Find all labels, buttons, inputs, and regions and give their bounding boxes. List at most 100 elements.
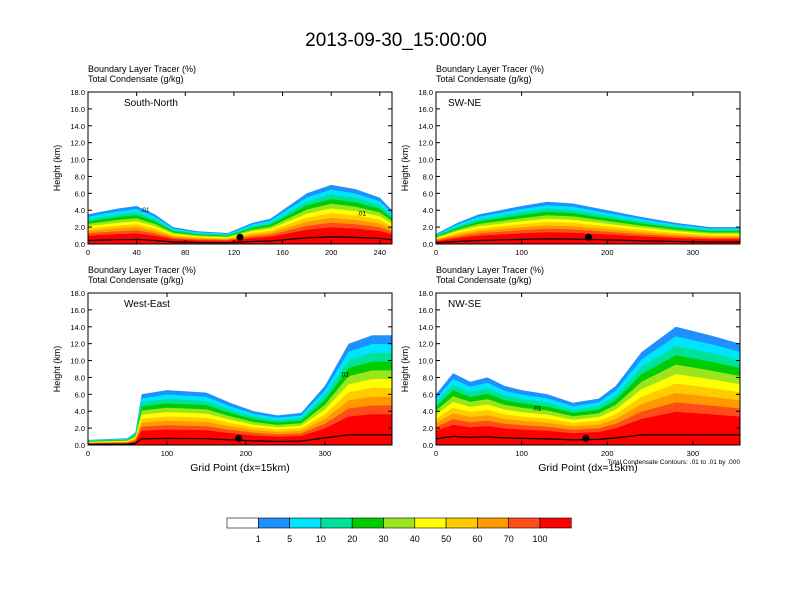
y-tick-label: 4.0 [75,407,85,416]
x-tick-label: 300 [687,449,700,458]
location-marker [235,434,243,442]
contour-label: .01 [141,207,150,214]
x-tick-label: 0 [86,248,90,257]
tracer-shading [88,184,392,244]
x-tick-label: 300 [687,248,700,257]
y-tick-label: 14.0 [418,122,433,131]
y-tick-label: 0.0 [75,441,85,450]
panel-subtitle: Total Condensate (g/kg) [88,275,184,285]
y-tick-label: 2.0 [423,424,433,433]
y-tick-label: 8.0 [423,172,433,181]
y-tick-label: 4.0 [423,407,433,416]
y-tick-label: 6.0 [75,189,85,198]
y-tick-label: 16.0 [418,105,433,114]
colorbar-swatch [320,517,353,529]
x-tick-label: 200 [601,449,614,458]
x-tick-label: 200 [601,248,614,257]
contour-label: .01 [340,372,349,379]
x-tick-label: 80 [181,248,189,257]
x-tick-label: 120 [228,248,241,257]
panel-subtitle: Total Condensate (g/kg) [88,74,184,84]
panel-label: West-East [124,299,170,310]
x-tick-label: 200 [325,248,338,257]
colorbar-swatch [414,517,447,529]
panel-label: South-North [124,98,178,109]
y-tick-label: 4.0 [75,206,85,215]
x-tick-label: 160 [276,248,289,257]
colorbar-label: 70 [504,534,514,544]
x-tick-label: 100 [161,449,174,458]
y-tick-label: 6.0 [75,390,85,399]
y-tick-label: 12.0 [70,139,85,148]
panel-south-north: 0.0 2.0 4.0 6.0 8.0 10.0 12.0 14.0 16.0 18.0 0 40 80… [52,64,393,257]
colorbar-label: 10 [316,534,326,544]
colorbar-label: 40 [410,534,420,544]
plot-frame [435,91,741,245]
panel-label: SW-NE [448,98,481,109]
y-tick-label: 14.0 [70,122,85,131]
plot-frame [87,292,393,446]
x-tick-label: 240 [374,248,387,257]
x-tick-label: 40 [132,248,140,257]
panel-subtitle: Total Condensate (g/kg) [436,275,532,285]
y-tick-label: 10.0 [70,357,85,366]
contour-label: .01 [533,405,542,412]
y-axis-label: Height (km) [52,145,62,192]
terrain-line [88,236,392,244]
y-axis-label: Height (km) [400,145,410,192]
y-tick-label: 2.0 [75,223,85,232]
tracer-shading [88,335,392,445]
y-tick-label: 18.0 [418,289,433,298]
terrain-line [88,434,392,445]
colorbar-label: 30 [378,534,388,544]
x-axis-label: Grid Point (dx=15km) [538,462,638,474]
x-axis-label: Grid Point (dx=15km) [190,462,290,474]
terrain-line [436,238,740,244]
y-tick-label: 8.0 [75,373,85,382]
contour-note: Total Condensate Contours: .01 to .01 by… [607,459,740,466]
colorbar-swatch [351,517,384,529]
tracer-level-10 [88,227,392,244]
terrain-line [436,434,740,441]
colorbar-swatch [226,517,259,529]
colorbar-label: 5 [287,534,292,544]
y-tick-label: 6.0 [423,390,433,399]
panel-label: NW-SE [448,299,481,310]
colorbar-label: 60 [472,534,482,544]
colorbar-label: 1 [256,534,261,544]
y-tick-label: 4.0 [423,206,433,215]
colorbar: 1 5 10 20 30 40 50 60 70 100 [226,517,572,544]
y-tick-label: 16.0 [418,306,433,315]
x-tick-label: 0 [434,248,438,257]
panel-subtitle: Boundary Layer Tracer (%) [88,64,196,74]
y-tick-label: 10.0 [418,357,433,366]
page-title: 2013-09-30_15:00:00 [305,30,487,51]
colorbar-swatch [477,517,509,529]
panel-sw-ne: 0.0 2.0 4.0 6.0 8.0 10.0 12.0 14.0 16.0 18.0 0 100 2… [400,64,741,257]
tracer-shading [436,326,740,445]
y-tick-label: 18.0 [70,88,85,97]
panel-subtitle: Boundary Layer Tracer (%) [88,265,196,275]
colorbar-label: 50 [441,534,451,544]
y-tick-label: 2.0 [75,424,85,433]
y-tick-label: 0.0 [423,240,433,249]
location-marker [582,434,590,442]
y-tick-label: 6.0 [423,189,433,198]
y-tick-label: 12.0 [418,139,433,148]
y-tick-label: 8.0 [75,172,85,181]
y-tick-label: 18.0 [70,289,85,298]
colorbar-label: 100 [532,534,547,544]
colorbar-label: 20 [347,534,357,544]
y-tick-label: 10.0 [70,156,85,165]
colorbar-swatch [289,517,322,529]
y-tick-label: 14.0 [70,323,85,332]
plot-frame [435,292,741,446]
colorbar-swatch [257,517,290,529]
location-marker [584,233,592,241]
y-tick-label: 16.0 [70,306,85,315]
panel-nw-se: 0.0 2.0 4.0 6.0 8.0 10.0 12.0 14.0 16.0 18.0 0 100 2… [400,265,741,474]
y-tick-label: 12.0 [70,340,85,349]
colorbar-swatch [539,517,572,529]
colorbar-swatch [383,517,416,529]
